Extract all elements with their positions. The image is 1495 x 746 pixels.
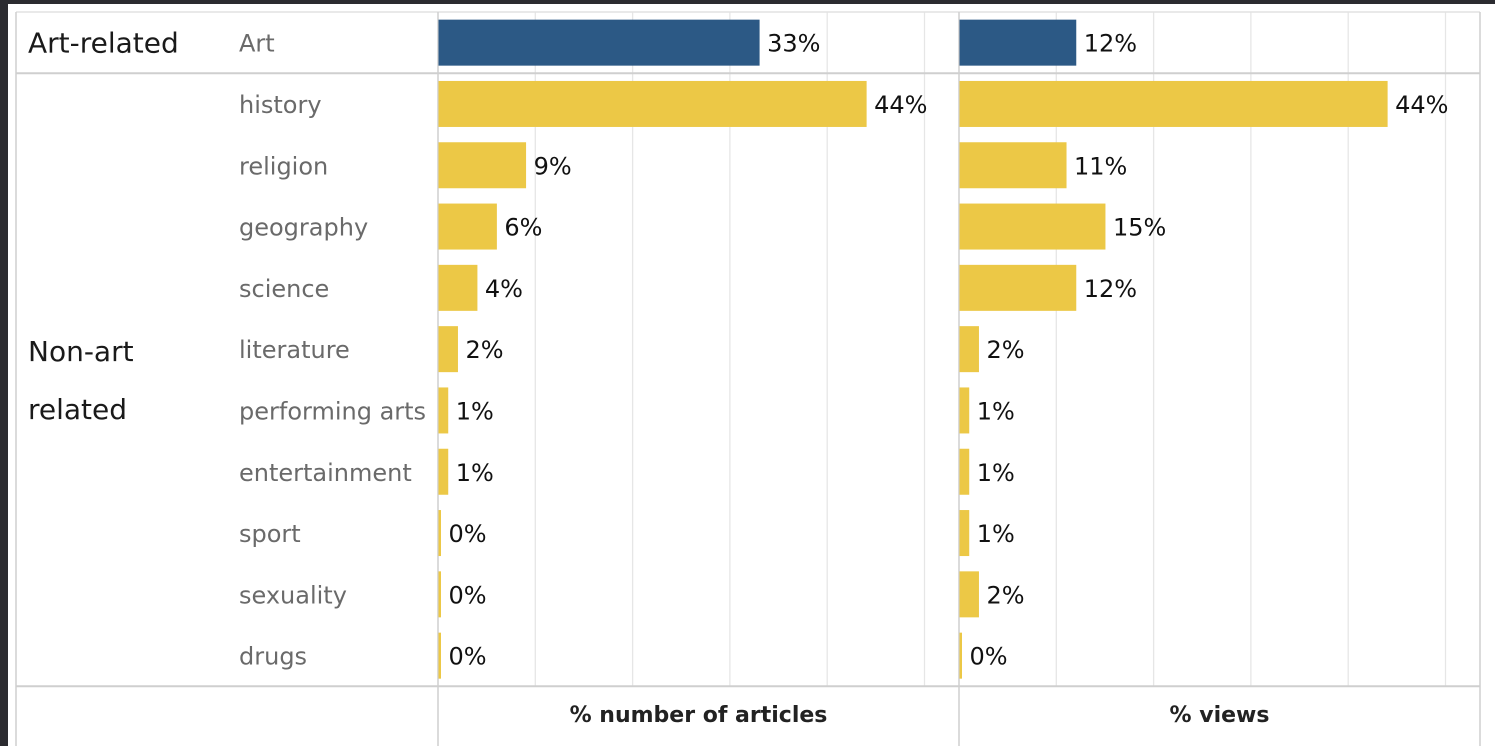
value-label-2-science: 12% [1084,275,1137,303]
axis-title-1: % number of articles [570,703,828,728]
bar-2-sexuality [959,571,979,618]
group-label-1-line-1: Art-related [28,27,179,60]
bar-1-geography [438,203,497,250]
value-label-2-geography: 15% [1113,214,1166,242]
bar-1-performing-arts [438,387,449,434]
value-label-2-sport: 1% [977,520,1015,548]
bar-1-Art [438,19,760,66]
value-label-1-performing-arts: 1% [456,397,494,425]
bar-1-history [438,80,867,127]
value-label-1-science: 4% [485,275,523,303]
value-label-2-entertainment: 1% [977,459,1015,487]
value-label-2-Art: 12% [1084,30,1137,58]
value-label-2-drugs: 0% [970,643,1008,671]
group-label-2-line-2: related [28,393,127,426]
category-label-science: science [239,275,329,303]
value-label-1-drugs: 0% [449,643,487,671]
value-label-1-sport: 0% [449,520,487,548]
value-label-1-sexuality: 0% [449,581,487,609]
value-label-2-religion: 11% [1074,152,1127,180]
value-label-2-literature: 2% [986,336,1024,364]
value-label-1-geography: 6% [504,214,542,242]
value-label-2-history: 44% [1395,91,1448,119]
group-label-2-line-1: Non-art [28,335,134,368]
bar-2-literature [959,326,979,373]
bar-2-science [959,264,1077,311]
bar-2-Art [959,19,1077,66]
value-label-1-religion: 9% [534,152,572,180]
value-label-1-literature: 2% [465,336,503,364]
category-label-drugs: drugs [239,643,307,671]
category-label-sport: sport [239,520,301,548]
value-label-2-performing-arts: 1% [977,397,1015,425]
category-label-sexuality: sexuality [239,581,347,609]
value-label-1-Art: 33% [767,30,820,58]
bar-2-performing-arts [959,387,970,434]
bar-chart: Art-related Non-art related Art 33% 12% histor… [15,11,1481,746]
chart-frame: Art-related Non-art related Art 33% 12% histor… [8,4,1495,746]
bar-1-sport [438,510,441,557]
bar-2-sport [959,510,970,557]
bar-2-drugs [959,632,962,679]
bar-1-religion [438,142,527,189]
category-label-geography: geography [239,214,368,242]
value-label-2-sexuality: 2% [986,581,1024,609]
bar-2-geography [959,203,1106,250]
category-label-history: history [239,91,322,119]
category-label-performing-arts: performing arts [239,397,426,425]
bar-2-entertainment [959,448,970,495]
bar-2-religion [959,142,1067,189]
bar-1-science [438,264,478,311]
category-label-literature: literature [239,336,350,364]
bar-1-entertainment [438,448,449,495]
bar-1-drugs [438,632,441,679]
value-label-1-entertainment: 1% [456,459,494,487]
bar-1-literature [438,326,458,373]
category-label-entertainment: entertainment [239,459,412,487]
bar-2-history [959,80,1388,127]
axis-title-2: % views [1170,703,1270,728]
category-label-Art: Art [239,30,275,58]
bar-1-sexuality [438,571,441,618]
value-label-1-history: 44% [874,91,927,119]
category-label-religion: religion [239,152,328,180]
